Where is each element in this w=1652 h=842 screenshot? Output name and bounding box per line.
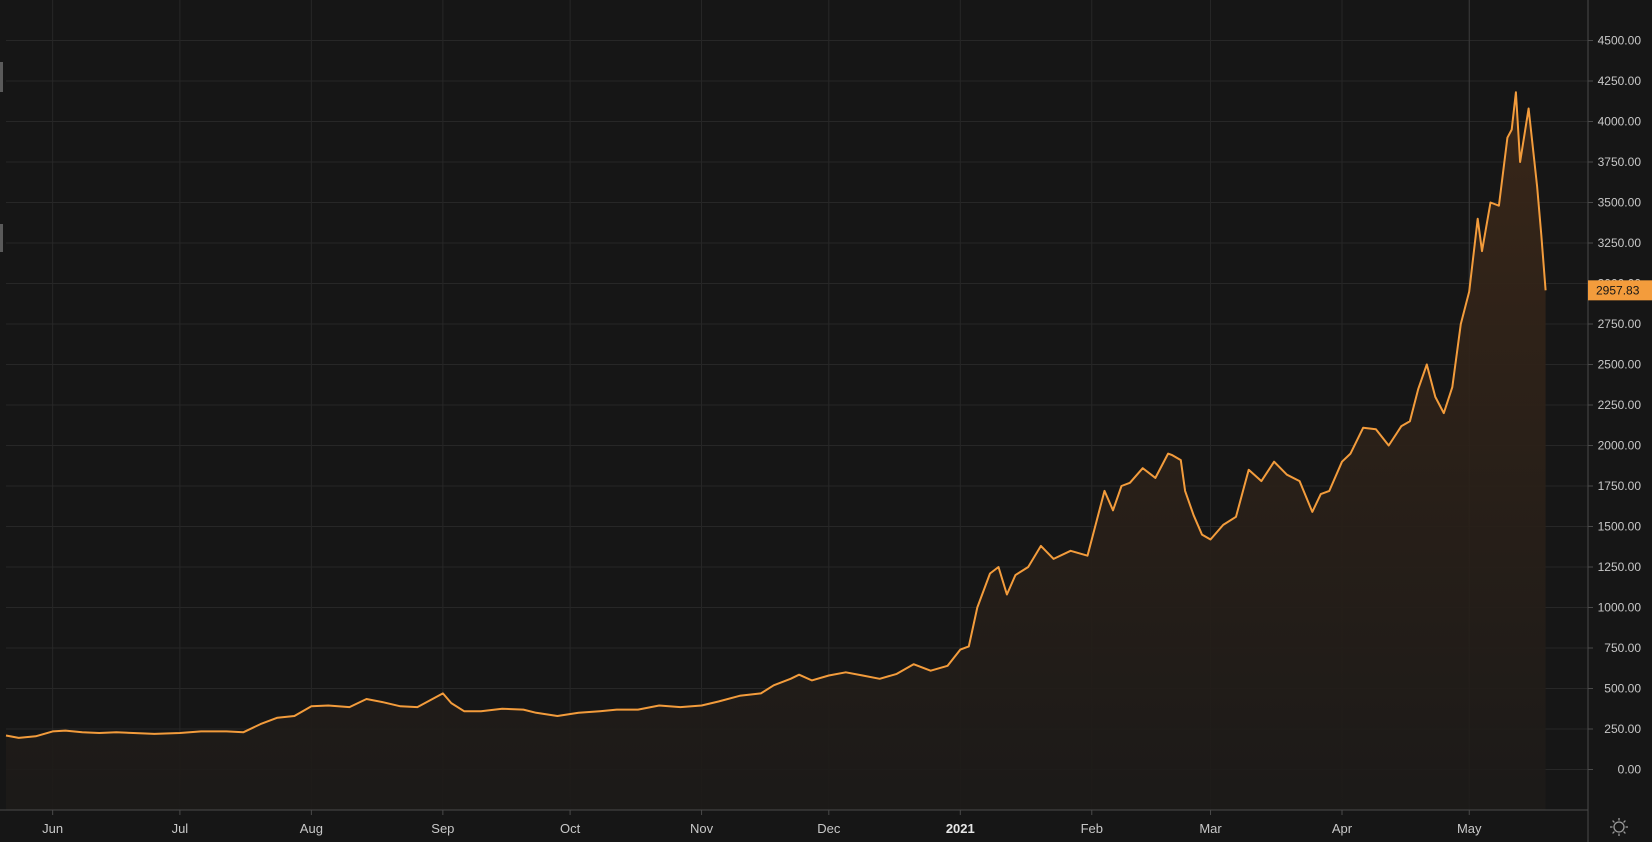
y-tick-label: 3750.00: [1598, 155, 1642, 169]
y-tick-label: 4250.00: [1598, 74, 1642, 88]
grid-lines: [6, 0, 1588, 810]
x-tick-label: Nov: [690, 821, 714, 836]
x-tick-label: 2021: [946, 821, 975, 836]
x-tick-label: Sep: [431, 821, 454, 836]
x-tick-label: Oct: [560, 821, 581, 836]
x-tick-label: Jun: [42, 821, 63, 836]
x-tick-label: Feb: [1081, 821, 1103, 836]
x-tick-label: Mar: [1199, 821, 1222, 836]
settings-gear-icon[interactable]: [1610, 818, 1628, 836]
y-tick-label: 250.00: [1604, 722, 1641, 736]
y-tick-label: 3250.00: [1598, 236, 1642, 250]
y-tick-label: 3500.00: [1598, 196, 1642, 210]
left-scroll-marker[interactable]: [0, 224, 3, 252]
x-tick-label: Jul: [172, 821, 189, 836]
y-tick-label: 0.00: [1618, 763, 1642, 777]
series-area-fill: [6, 92, 1546, 811]
y-tick-label: 4000.00: [1598, 115, 1642, 129]
x-tick-label: May: [1457, 821, 1482, 836]
last-value-badge: 2957.83: [1588, 280, 1652, 301]
y-tick-label: 2750.00: [1598, 317, 1642, 331]
y-tick-label: 2000.00: [1598, 439, 1642, 453]
x-axis-labels: Jun Jul Aug Sep Oct Nov Dec 2021 Feb Mar Apr May: [42, 810, 1482, 836]
x-tick-label: Dec: [817, 821, 841, 836]
y-tick-label: 1500.00: [1598, 520, 1642, 534]
series-line: [5, 91, 1547, 739]
y-tick-label: 1750.00: [1598, 479, 1642, 493]
left-scroll-marker[interactable]: [0, 62, 3, 92]
y-tick-label: 2500.00: [1598, 358, 1642, 372]
last-value-box: [1588, 280, 1652, 301]
axes: [0, 0, 1589, 842]
x-tick-label: Apr: [1332, 821, 1353, 836]
x-tick-label: Aug: [300, 821, 323, 836]
y-tick-label: 1000.00: [1598, 601, 1642, 615]
y-tick-label: 2250.00: [1598, 398, 1642, 412]
y-tick-label: 4500.00: [1598, 34, 1642, 48]
last-value-label: 2957.83: [1596, 283, 1640, 297]
y-tick-label: 500.00: [1604, 682, 1641, 696]
y-tick-label: 750.00: [1604, 641, 1641, 655]
y-tick-label: 1250.00: [1598, 560, 1642, 574]
